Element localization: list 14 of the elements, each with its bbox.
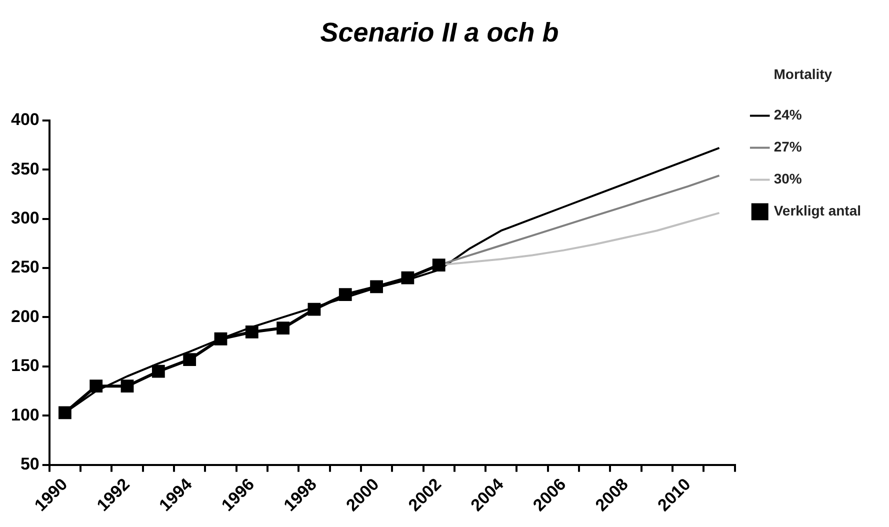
- y-tick-label: 200: [10, 306, 40, 326]
- y-tick-label: 100: [10, 405, 40, 424]
- y-tick-label: 50: [20, 454, 40, 474]
- legend-label: 27%: [774, 138, 802, 155]
- y-tick-label: 150: [10, 356, 40, 376]
- y-tick-label: 250: [10, 258, 40, 277]
- y-tick-label: 350: [10, 159, 40, 178]
- legend-label: 24%: [774, 106, 802, 123]
- y-tick-label: 400: [10, 110, 40, 130]
- legend-title: Mortality: [774, 66, 832, 82]
- y-tick-label: 300: [10, 208, 40, 228]
- chart-title: Scenario II a och b: [320, 18, 559, 48]
- legend-label: 30%: [774, 170, 802, 187]
- legend-label: Verkligt antal: [774, 202, 862, 219]
